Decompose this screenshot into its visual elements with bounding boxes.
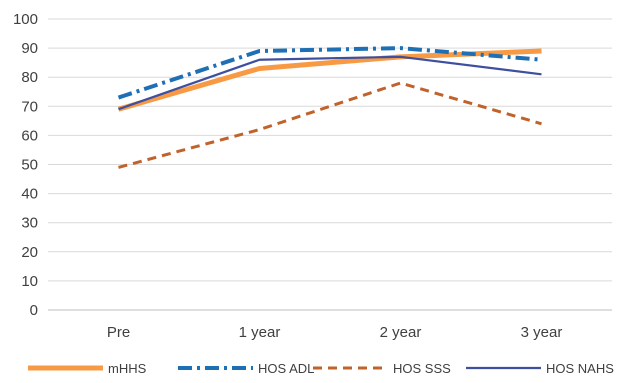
x-tick-label: 1 year: [239, 324, 281, 341]
series-line-hos-sss: [118, 81, 542, 169]
y-tick-label: 10: [21, 273, 38, 290]
legend: mHHS HOS ADL HOS SSS HOS NAHS: [28, 361, 614, 376]
legend-label: mHHS: [108, 361, 147, 376]
x-tick-label: Pre: [107, 324, 130, 341]
series-line-hos-adl: [117, 46, 542, 100]
series-line-mhhs: [117, 48, 542, 112]
legend-label: HOS ADL: [258, 361, 314, 376]
legend-label: HOS NAHS: [546, 361, 614, 376]
x-axis-tick-labels: Pre 1 year 2 year 3 year: [107, 324, 563, 341]
y-tick-label: 90: [21, 40, 38, 57]
x-tick-label: 2 year: [380, 324, 422, 341]
gridlines: [48, 18, 612, 311]
series-line-hos-nahs: [118, 55, 542, 111]
series-lines: [117, 46, 542, 169]
x-tick-label: 3 year: [521, 324, 563, 341]
y-tick-label: 100: [13, 11, 38, 28]
y-tick-label: 0: [30, 302, 38, 319]
y-tick-label: 30: [21, 215, 38, 232]
y-tick-label: 70: [21, 98, 38, 115]
y-tick-label: 60: [21, 127, 38, 144]
y-tick-label: 20: [21, 244, 38, 261]
y-tick-label: 80: [21, 69, 38, 86]
y-axis-tick-labels: 0 10 20 30 40 50 60 70 80 90 100: [13, 11, 38, 319]
legend-label: HOS SSS: [393, 361, 451, 376]
y-tick-label: 40: [21, 186, 38, 203]
y-tick-label: 50: [21, 157, 38, 174]
